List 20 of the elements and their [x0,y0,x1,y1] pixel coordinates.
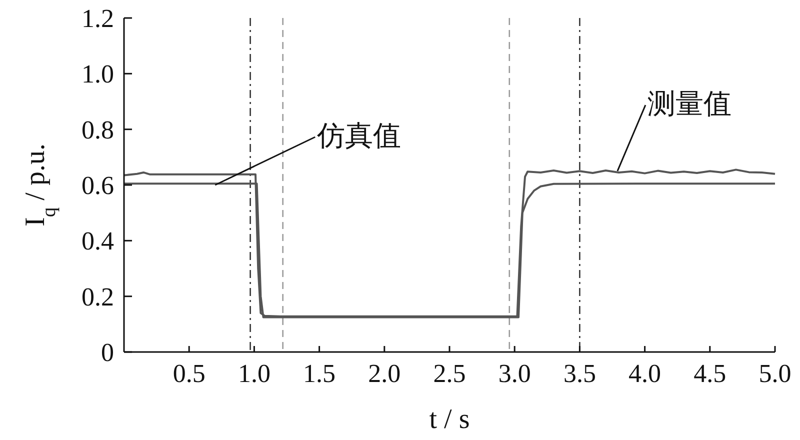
x-tick-label: 1.0 [238,359,270,388]
y-tick-label: 0.2 [82,282,114,312]
annotation: 测量值 [647,89,732,120]
y-tick-label: 0 [101,338,114,367]
x-tick-label: 2.0 [368,359,401,388]
y-tick-label: 0.4 [82,226,114,256]
x-tick-label: 0.5 [172,359,206,388]
x-tick-label: 3.5 [563,359,596,388]
x-tick-label: 4.0 [628,359,662,388]
x-tick-label: 4.5 [694,359,726,388]
annotation: 仿真值 [316,121,402,152]
x-tick-label: 3.0 [498,359,531,388]
y-tick-label: 0.6 [82,171,114,200]
x-tick-label: 5.0 [758,359,792,388]
y-tick-label: 0.8 [82,115,114,144]
x-tick-label: 1.5 [303,359,336,388]
x-tick-label: 2.5 [433,359,466,388]
y-tick-label: 1.2 [82,4,114,33]
x-axis-title: t / s [429,404,470,435]
y-tick-label: 1.0 [82,60,114,89]
